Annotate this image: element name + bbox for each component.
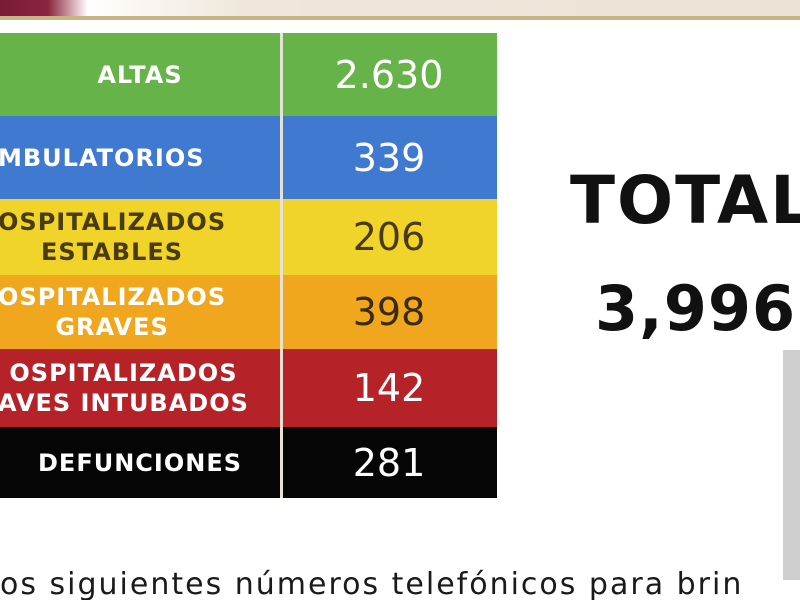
row-label: DEFUNCIONES — [38, 448, 242, 477]
table-row-defunciones: DEFUNCIONES 281 — [0, 427, 497, 498]
row-label: OSPITALIZADOS GRAVES — [0, 283, 227, 341]
status-table: ALTAS 2.630 MBULATORIOS 339 OSPITALIZADO… — [0, 33, 497, 498]
footer-caption: os siguientes números telefónicos para b… — [0, 567, 744, 600]
row-value: 142 — [352, 366, 426, 410]
top-banner — [0, 0, 800, 20]
table-row-graves: OSPITALIZADOS GRAVES 398 — [0, 275, 497, 349]
table-row-estables: OSPITALIZADOS ESTABLES 206 — [0, 199, 497, 275]
total-title: TOTAL — [570, 162, 800, 239]
row-label: MBULATORIOS — [0, 143, 205, 172]
row-label: OSPITALIZADOS AVES INTUBADOS — [0, 359, 249, 417]
row-value: 339 — [352, 135, 426, 180]
column-divider — [280, 33, 283, 498]
side-panel — [783, 350, 800, 580]
banner-divider — [0, 16, 800, 20]
table-row-altas: ALTAS 2.630 — [0, 33, 497, 116]
table-row-intubados: OSPITALIZADOS AVES INTUBADOS 142 — [0, 349, 497, 427]
total-value: 3,996 — [595, 272, 797, 345]
row-value: 2.630 — [334, 52, 444, 97]
row-label: OSPITALIZADOS ESTABLES — [0, 208, 227, 266]
row-value: 206 — [352, 215, 426, 259]
table-row-ambulatorios: MBULATORIOS 339 — [0, 116, 497, 199]
row-value: 398 — [352, 290, 426, 334]
row-value: 281 — [352, 440, 426, 485]
row-label: ALTAS — [97, 60, 183, 89]
